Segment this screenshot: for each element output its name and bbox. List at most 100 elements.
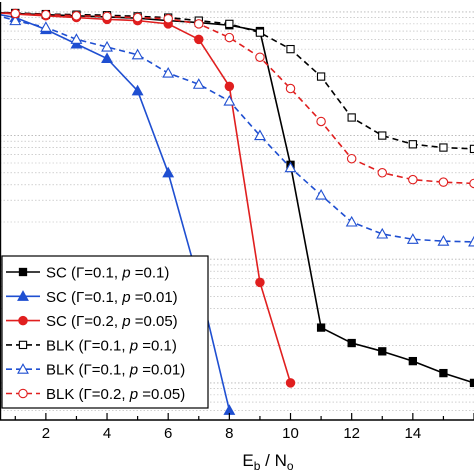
legend-label-italic: p [129, 337, 138, 354]
data-point [163, 14, 173, 24]
data-point [377, 168, 388, 178]
data-point [469, 178, 474, 189]
data-point [71, 11, 82, 21]
data-point [10, 8, 21, 19]
data-point [194, 34, 204, 45]
legend-swatch-marker [17, 290, 29, 301]
data-point [316, 116, 326, 127]
data-point [101, 52, 113, 64]
data-point [131, 48, 144, 60]
legend-label-italic: p [121, 265, 130, 282]
axes: 2 4 6 8 10 12 14 [0, 2, 474, 442]
x-axis-title-subscript: b [254, 459, 261, 473]
legend-label-part: =0.01) [131, 289, 178, 306]
legend-swatch-marker [18, 267, 28, 277]
data-point [255, 52, 265, 62]
data-point [378, 347, 387, 356]
legend-label-part: =0.01) [138, 362, 185, 379]
legend-label-part: =0.1) [131, 265, 170, 282]
data-point [39, 21, 52, 32]
legend-label-italic: p [129, 362, 138, 379]
data-point [285, 83, 296, 94]
legend-entry: BLK (Γ=0.1, p =0.01) [6, 362, 185, 379]
x-tick-label: 6 [164, 425, 172, 442]
data-point [101, 40, 113, 52]
data-point [408, 356, 417, 366]
legend-label-italic: p [121, 313, 130, 330]
x-tick-label: 8 [225, 425, 233, 442]
data-point [70, 33, 83, 44]
legend-box [1, 255, 209, 409]
x-tick-label: 10 [282, 425, 299, 442]
legend-entry: BLK (Γ=0.2, p =0.05) [6, 386, 185, 403]
data-point [438, 177, 449, 187]
legend-swatch-marker [17, 363, 29, 374]
x-tick-label: 12 [343, 425, 360, 442]
x-tick-label: 4 [103, 425, 111, 442]
legend-label-part: SC (Γ=0.2, [46, 313, 122, 330]
legend-label-italic: p [121, 289, 130, 306]
x-tick-label: 2 [42, 425, 50, 442]
data-point [346, 153, 357, 164]
data-point [378, 131, 387, 140]
legend-label-part: =0.1) [138, 337, 177, 354]
x-axis-title-part: / N [260, 451, 286, 470]
data-point [437, 235, 450, 246]
series-line [0, 11, 474, 185]
data-point [468, 235, 474, 247]
legend-label-italic: p [129, 386, 138, 403]
series-5 [0, 14, 474, 247]
data-point [162, 66, 175, 78]
legend-swatch-marker [18, 388, 28, 399]
data-point [469, 378, 474, 388]
data-point [225, 19, 234, 29]
data-point [406, 233, 419, 244]
data-point [131, 84, 144, 96]
legend: SC (Γ=0.1, p =0.1)SC (Γ=0.1, p =0.01)SC … [1, 255, 209, 409]
data-point [102, 11, 112, 22]
data-point [254, 129, 266, 141]
data-point [376, 227, 389, 239]
data-point [224, 81, 235, 92]
legend-label-part: BLK (Γ=0.1, [46, 362, 130, 379]
legend-label-part: SC (Γ=0.1, [46, 289, 122, 306]
data-point [224, 32, 235, 43]
series-line [0, 11, 474, 150]
data-point [408, 174, 418, 185]
legend-label: SC (Γ=0.2, p =0.05) [46, 313, 178, 330]
data-point [255, 277, 265, 288]
x-axis-title-subscript: o [287, 459, 294, 473]
legend-label: BLK (Γ=0.1, p =0.1) [46, 337, 177, 354]
data-point [408, 140, 417, 149]
legend-label: BLK (Γ=0.2, p =0.05) [46, 386, 185, 403]
legend-label-part: BLK (Γ=0.1, [46, 337, 130, 354]
series-line [0, 15, 474, 243]
x-axis-title-part: E [242, 451, 253, 470]
data-point [285, 378, 296, 388]
data-point [132, 12, 143, 23]
legend-swatch-marker [18, 340, 28, 350]
legend-entry: SC (Γ=0.2, p =0.05) [6, 313, 178, 330]
data-point [255, 28, 265, 37]
series-6 [0, 8, 474, 189]
legend-label-part: =0.05) [131, 313, 178, 330]
data-point [316, 72, 326, 81]
data-point [192, 78, 205, 89]
data-point [223, 404, 236, 415]
legend-entry: BLK (Γ=0.1, p =0.1) [6, 337, 177, 354]
x-axis-title: Eb / No [242, 451, 293, 473]
data-point [347, 338, 356, 348]
data-point [316, 323, 326, 332]
data-point [284, 161, 297, 173]
legend-swatch-marker [18, 315, 28, 326]
data-point [194, 19, 204, 29]
legend-label: SC (Γ=0.1, p =0.1) [46, 265, 169, 282]
legend-label-part: SC (Γ=0.1, [46, 265, 122, 282]
x-tick-label: 14 [404, 425, 421, 442]
legend-label-part: BLK (Γ=0.2, [46, 386, 130, 403]
data-point [469, 144, 474, 154]
data-point [9, 14, 22, 26]
data-point [315, 188, 328, 200]
series-layer [0, 8, 474, 415]
data-point [286, 44, 295, 54]
